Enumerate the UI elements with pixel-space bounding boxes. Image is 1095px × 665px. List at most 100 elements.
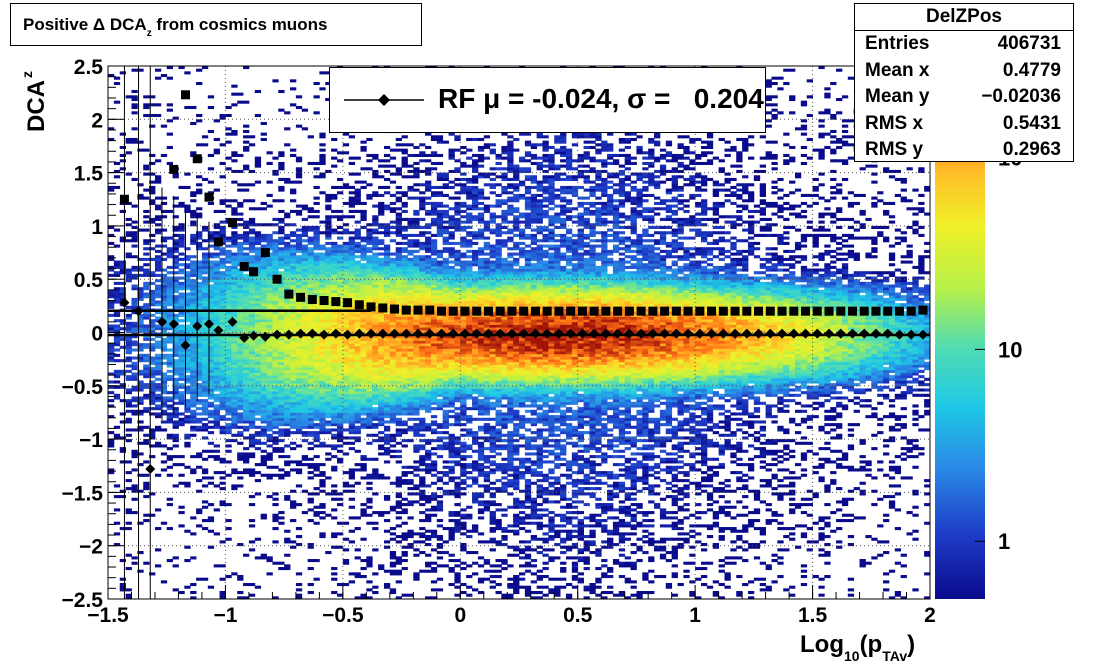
heatmap-cell bbox=[237, 233, 244, 237]
heatmap-cell bbox=[407, 465, 414, 469]
heatmap-cell bbox=[231, 356, 238, 360]
heatmap-cell bbox=[149, 303, 156, 307]
heatmap-cell bbox=[237, 340, 244, 344]
heatmap-cell bbox=[295, 212, 303, 216]
heatmap-cell bbox=[348, 335, 355, 339]
heatmap-cell bbox=[172, 289, 179, 293]
heatmap-cell bbox=[331, 265, 338, 269]
heatmap-cell bbox=[401, 316, 408, 320]
heatmap-cell bbox=[113, 76, 121, 80]
heatmap-cell bbox=[231, 257, 238, 261]
heatmap-cell bbox=[160, 289, 168, 293]
heatmap-cell bbox=[166, 265, 173, 269]
heatmap-cell bbox=[201, 367, 209, 371]
heatmap-cell bbox=[342, 281, 350, 285]
heatmap-cell bbox=[425, 321, 432, 325]
heatmap-cell bbox=[413, 188, 420, 192]
heatmap-cell bbox=[166, 297, 173, 301]
heatmap-cell bbox=[143, 316, 150, 320]
heatmap-cell bbox=[354, 220, 361, 224]
heatmap-cell bbox=[284, 284, 291, 288]
heatmap-cell bbox=[131, 399, 138, 403]
heatmap-cell bbox=[325, 196, 332, 200]
heatmap-cell bbox=[178, 345, 185, 349]
heatmap-cell bbox=[348, 281, 355, 285]
heatmap-cell bbox=[219, 289, 226, 293]
heatmap-cell bbox=[243, 223, 250, 227]
heatmap-cell bbox=[290, 380, 297, 384]
heatmap-cell bbox=[231, 271, 238, 275]
heatmap-cell bbox=[425, 212, 432, 216]
heatmap-cell bbox=[254, 463, 262, 467]
heatmap-cell bbox=[207, 409, 215, 413]
heatmap-cell bbox=[354, 356, 361, 360]
heatmap-cell bbox=[213, 337, 220, 341]
heatmap-cell bbox=[425, 359, 432, 363]
heatmap-cell bbox=[348, 417, 355, 421]
heatmap-cell bbox=[360, 364, 367, 368]
heatmap-cell bbox=[125, 439, 132, 443]
heatmap-cell bbox=[301, 401, 309, 405]
heatmap-cell bbox=[290, 263, 297, 267]
heatmap-cell bbox=[419, 532, 426, 536]
heatmap-cell bbox=[395, 441, 402, 445]
heatmap-cell bbox=[237, 380, 244, 384]
heatmap-cell bbox=[331, 340, 338, 344]
heatmap-cell bbox=[284, 388, 291, 392]
heatmap-cell bbox=[237, 471, 244, 475]
heatmap-cell bbox=[383, 420, 391, 424]
heatmap-cell bbox=[237, 241, 244, 245]
heatmap-cell bbox=[272, 369, 279, 373]
heatmap-cell bbox=[237, 417, 244, 421]
heatmap-cell bbox=[395, 423, 402, 427]
heatmap-cell bbox=[395, 372, 402, 376]
heatmap-cell bbox=[307, 463, 314, 467]
heatmap-cell bbox=[307, 241, 314, 245]
heatmap-cell bbox=[284, 367, 291, 371]
heatmap-cell bbox=[154, 444, 162, 448]
heatmap-cell bbox=[366, 580, 373, 584]
heatmap-cell bbox=[360, 361, 367, 365]
heatmap-cell bbox=[237, 217, 244, 221]
heatmap-cell bbox=[336, 276, 344, 280]
heatmap-cell bbox=[172, 175, 179, 179]
heatmap-cell bbox=[295, 527, 303, 531]
heatmap-cell bbox=[149, 247, 156, 251]
heatmap-cell bbox=[336, 268, 344, 272]
heatmap-cell bbox=[319, 367, 326, 371]
heatmap-cell bbox=[278, 228, 285, 232]
heatmap-cell bbox=[219, 500, 226, 504]
heatmap-cell bbox=[272, 239, 279, 243]
heatmap-cell bbox=[231, 340, 238, 344]
heatmap-cell bbox=[113, 324, 121, 328]
heatmap-cell bbox=[395, 393, 402, 397]
heatmap-cell bbox=[201, 316, 209, 320]
heatmap-cell bbox=[190, 409, 197, 413]
heatmap-cell bbox=[319, 356, 326, 360]
heatmap-cell bbox=[331, 305, 338, 309]
heatmap-cell bbox=[166, 279, 173, 283]
heatmap-cell bbox=[348, 367, 355, 371]
heatmap-cell bbox=[395, 505, 402, 509]
heatmap-cell bbox=[307, 391, 314, 395]
heatmap-cell bbox=[237, 327, 244, 331]
heatmap-cell bbox=[201, 372, 209, 376]
heatmap-cell bbox=[354, 249, 361, 253]
heatmap-cell bbox=[389, 287, 397, 291]
heatmap-cell bbox=[342, 364, 350, 368]
heatmap-cell bbox=[307, 465, 314, 469]
heatmap-cell bbox=[401, 249, 408, 253]
heatmap-cell bbox=[419, 295, 426, 299]
heatmap-cell bbox=[184, 311, 191, 315]
heatmap-cell bbox=[295, 209, 303, 213]
heatmap-cell bbox=[201, 313, 209, 317]
heatmap-cell bbox=[383, 569, 391, 573]
heatmap-cell bbox=[290, 401, 297, 405]
heatmap-cell bbox=[407, 532, 414, 536]
heatmap-cell bbox=[307, 265, 314, 269]
heatmap-cell bbox=[325, 289, 332, 293]
heatmap-cell bbox=[225, 428, 232, 432]
heatmap-cell bbox=[131, 127, 138, 131]
heatmap-cell bbox=[254, 327, 262, 331]
heatmap-cell bbox=[319, 231, 326, 235]
